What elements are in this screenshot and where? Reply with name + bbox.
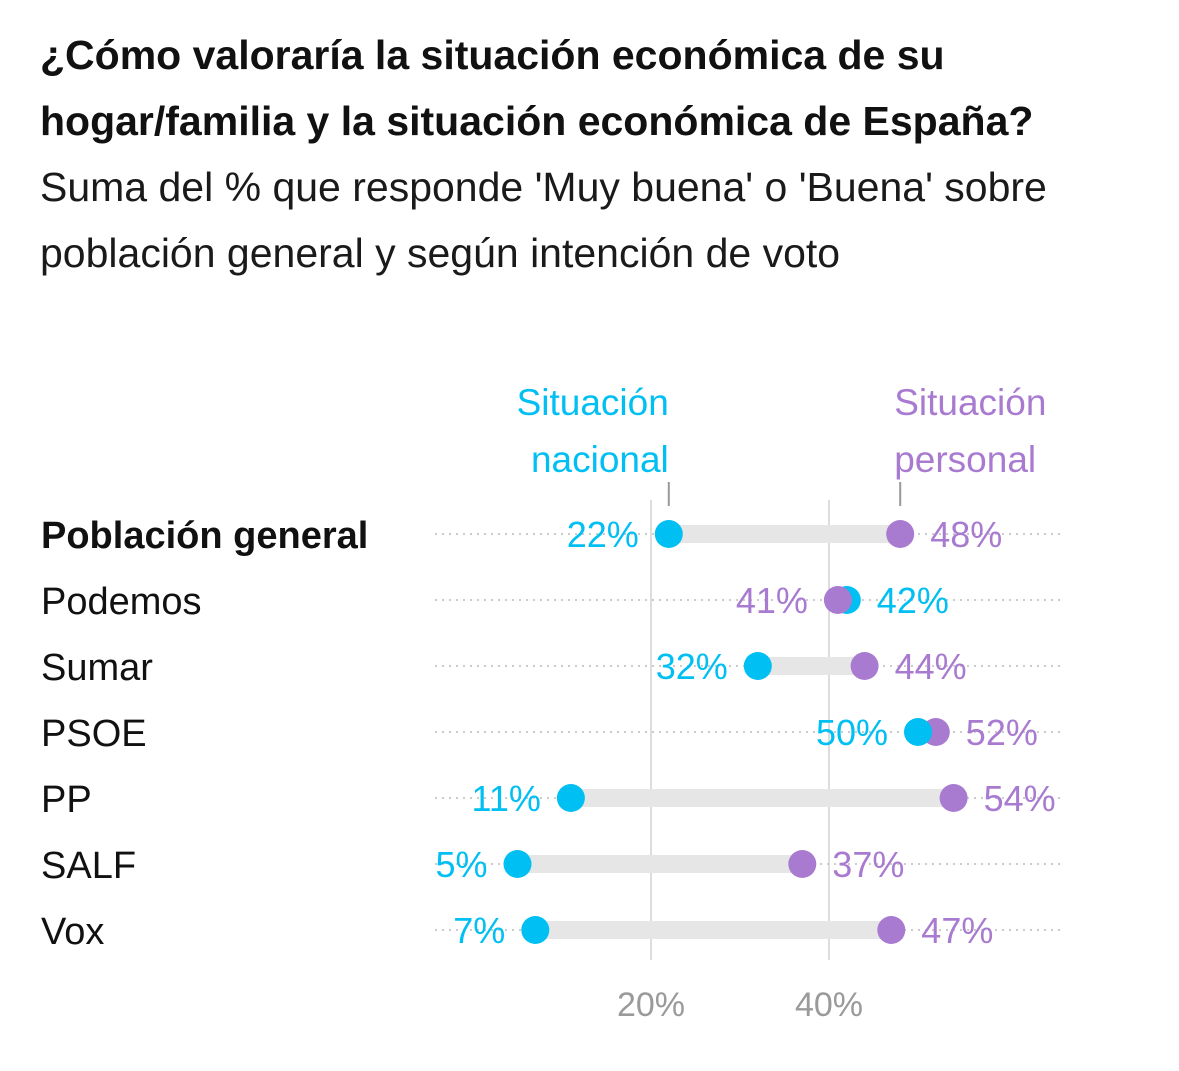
personal-dot <box>788 850 817 878</box>
personal-dot <box>886 520 915 548</box>
personal-dot <box>850 652 879 680</box>
nacional-dot <box>521 916 550 944</box>
x-tick-label: 20% <box>617 986 685 1024</box>
chart-title: ¿Cómo valoraría la situación económica d… <box>40 32 1034 144</box>
personal-value-label: 54% <box>984 778 1056 819</box>
nacional-value-label: 5% <box>435 844 487 885</box>
nacional-dot <box>654 520 683 548</box>
nacional-dot <box>904 718 932 746</box>
row-label: SALF <box>41 845 136 887</box>
nacional-value-label: 50% <box>816 712 888 753</box>
row-label: PP <box>41 779 92 821</box>
nacional-value-label: 22% <box>567 514 639 555</box>
personal-value-label: 52% <box>966 712 1038 753</box>
nacional-dot <box>743 652 772 680</box>
nacional-dot <box>556 784 585 812</box>
personal-value-label: 48% <box>930 514 1002 555</box>
personal-dot <box>939 784 968 812</box>
personal-value-label: 41% <box>736 580 808 621</box>
series-label-nacional-line2: nacional <box>531 439 669 480</box>
x-tick-label: 40% <box>795 986 863 1024</box>
row-label: PSOE <box>41 713 147 755</box>
personal-value-label: 37% <box>832 844 904 885</box>
chart-subtitle: Suma del % que responde 'Muy buena' o 'B… <box>40 164 1047 276</box>
personal-dot <box>877 916 906 944</box>
personal-value-label: 44% <box>895 646 967 687</box>
nacional-value-label: 11% <box>472 778 541 819</box>
nacional-value-label: 42% <box>877 580 949 621</box>
row-label: Podemos <box>41 581 202 623</box>
row-label: Población general <box>41 515 368 557</box>
series-label-personal-line2: personal <box>894 439 1036 480</box>
chart-title-block: ¿Cómo valoraría la situación económica d… <box>40 22 1150 286</box>
series-label-personal-line1: Situación <box>894 382 1046 423</box>
nacional-value-label: 32% <box>656 646 728 687</box>
nacional-value-label: 7% <box>453 910 505 951</box>
nacional-dot <box>503 850 532 878</box>
personal-dot <box>823 586 852 614</box>
personal-value-label: 47% <box>921 910 993 951</box>
series-label-nacional-line1: Situación <box>517 382 669 423</box>
row-label: Vox <box>41 911 104 953</box>
row-label: Sumar <box>41 647 153 689</box>
